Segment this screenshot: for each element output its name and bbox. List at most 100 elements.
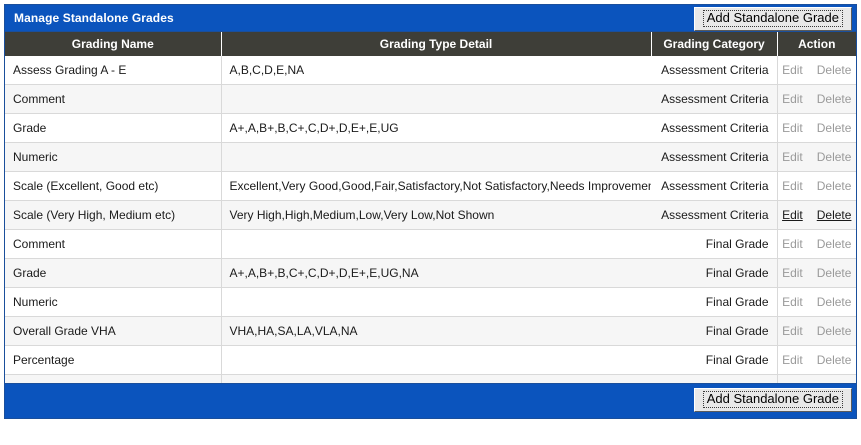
table-row: Grade A+,A,B+,B,C+,C,D+,D,E+,E,UG,NA Final… xyxy=(5,258,856,288)
action-links: Edit Delete xyxy=(782,295,852,309)
add-standalone-grade-button-top[interactable]: Add Standalone Grade xyxy=(693,7,852,31)
cell-grading-name: Overall Grade VHA xyxy=(5,316,222,346)
delete-link: Delete xyxy=(816,353,852,367)
action-links: Edit Delete xyxy=(782,353,852,367)
cell-grading-category: Assessment Criteria xyxy=(651,200,777,230)
cell-grading-category: Final Grade xyxy=(651,229,777,259)
cell-grading-category: Assessment Criteria xyxy=(651,171,777,201)
table-row: Percentage Final Grade Edit Delete xyxy=(5,345,856,375)
cell-grading-category: Assessment Criteria xyxy=(651,113,777,143)
column-header-action: Action xyxy=(777,32,856,56)
add-standalone-grade-label-top: Add Standalone Grade xyxy=(702,10,843,27)
cell-action: Edit Delete xyxy=(776,171,856,201)
action-links: Edit Delete xyxy=(782,150,852,164)
edit-link: Edit xyxy=(782,324,803,338)
grades-table-body: Assess Grading A - E A,B,C,D,E,NA Assessme… xyxy=(5,56,856,383)
delete-link: Delete xyxy=(816,121,852,135)
table-row: Numeric Final Grade Edit Delete xyxy=(5,287,856,317)
cell-grading-type-detail: A+,A,B+,B,C+,C,D+,D,E+,E,UG,NA xyxy=(221,258,651,288)
edit-link: Edit xyxy=(782,150,803,164)
delete-link: Delete xyxy=(816,150,852,164)
bottom-add-button-wrap: Add Standalone Grade xyxy=(693,388,852,412)
cell-grading-type-detail: Excellent,Very Good,Good,Fair,Satisfacto… xyxy=(221,171,651,201)
cell-action: Edit Delete xyxy=(776,316,856,346)
cell-grading-name: Percentage xyxy=(5,345,222,375)
table-row: Overall Grade VHA VHA,HA,SA,LA,VLA,NA Fina… xyxy=(5,316,856,346)
cell-grading-category: Final Grade xyxy=(651,258,777,288)
cell-grading-name: Comment xyxy=(5,229,222,259)
column-header-grading-type-detail: Grading Type Detail xyxy=(221,32,652,56)
action-links: Edit Delete xyxy=(782,63,852,77)
page-title: Manage Standalone Grades xyxy=(14,11,174,25)
action-links: Edit Delete xyxy=(782,266,852,280)
edit-link: Edit xyxy=(782,237,803,251)
edit-link: Edit xyxy=(782,121,803,135)
edit-link[interactable]: Edit xyxy=(782,382,803,383)
delete-link: Delete xyxy=(816,63,852,77)
action-links: Edit Delete xyxy=(782,237,852,251)
delete-link: Delete xyxy=(816,266,852,280)
grades-table-header-row: Grading Name Grading Type Detail Grading… xyxy=(5,32,856,56)
add-standalone-grade-label-bottom: Add Standalone Grade xyxy=(702,391,843,408)
cell-grading-type-detail: VHA,HA,SA,LA,VLA,NA xyxy=(221,316,651,346)
cell-grading-name: Comment xyxy=(5,84,222,114)
cell-grading-type-detail: A,B,C,D,E,NA xyxy=(221,56,651,85)
table-row: ScaleExcellent,Very Good,Good,Fair,Satis… xyxy=(5,374,856,383)
column-header-grading-name: Grading Name xyxy=(5,32,222,56)
cell-grading-name: Grade xyxy=(5,113,222,143)
delete-link[interactable]: Delete xyxy=(816,208,852,222)
action-links: Edit Delete xyxy=(782,92,852,106)
cell-grading-name: Numeric xyxy=(5,287,222,317)
edit-link: Edit xyxy=(782,179,803,193)
top-add-button-wrap: Add Standalone Grade xyxy=(693,7,852,31)
cell-grading-category: Final Grade xyxy=(651,345,777,375)
cell-grading-category: Final Grade xyxy=(651,287,777,317)
panel-footer-bar: Add Standalone Grade xyxy=(5,383,856,418)
edit-link: Edit xyxy=(782,295,803,309)
cell-grading-category: Assessment Criteria xyxy=(651,56,777,85)
delete-link: Delete xyxy=(816,179,852,193)
cell-action: Edit Delete xyxy=(776,287,856,317)
cell-grading-category: Final Grade xyxy=(651,374,777,383)
table-row: Scale (Very High, Medium etc) Very High,H… xyxy=(5,200,856,230)
table-row: Scale (Excellent, Good etc) Excellent,Ver… xyxy=(5,171,856,201)
action-links: Edit Delete xyxy=(782,179,852,193)
add-standalone-grade-button-bottom[interactable]: Add Standalone Grade xyxy=(693,388,852,412)
action-links: Edit Delete xyxy=(782,121,852,135)
edit-link: Edit xyxy=(782,63,803,77)
cell-grading-type-detail: A+,A,B+,B,C+,C,D+,D,E+,E,UG xyxy=(221,113,651,143)
delete-link: Delete xyxy=(816,237,852,251)
cell-grading-category: Assessment Criteria xyxy=(651,84,777,114)
cell-grading-name: Scale xyxy=(5,374,222,383)
grades-table: Grading Name Grading Type Detail Grading… xyxy=(5,32,856,383)
cell-action: Edit Delete xyxy=(776,229,856,259)
cell-grading-name: Grade xyxy=(5,258,222,288)
cell-action: Edit Delete xyxy=(776,345,856,375)
cell-grading-name: Scale (Excellent, Good etc) xyxy=(5,171,222,201)
cell-action: Edit Delete xyxy=(776,258,856,288)
cell-grading-category: Final Grade xyxy=(651,316,777,346)
cell-grading-name: Numeric xyxy=(5,142,222,172)
manage-standalone-grades-panel: Manage Standalone Grades Add Standalone … xyxy=(4,4,857,419)
action-links: Edit Delete xyxy=(782,324,851,338)
delete-link[interactable]: Delete xyxy=(817,382,852,383)
table-row: Assess Grading A - E A,B,C,D,E,NA Assessme… xyxy=(5,56,856,85)
column-header-grading-category: Grading Category xyxy=(651,32,778,56)
cell-action: Edit Delete xyxy=(776,56,856,85)
action-links: Edit Delete xyxy=(782,208,852,222)
edit-link[interactable]: Edit xyxy=(782,208,803,222)
delete-link: Delete xyxy=(816,295,852,309)
cell-grading-name: Scale (Very High, Medium etc) xyxy=(5,200,222,230)
grades-table-scroll: Grading Name Grading Type Detail Grading… xyxy=(5,32,856,383)
cell-grading-category: Assessment Criteria xyxy=(651,142,777,172)
cell-action: Edit Delete xyxy=(776,374,856,383)
grades-table-head: Grading Name Grading Type Detail Grading… xyxy=(5,32,856,56)
delete-link: Delete xyxy=(816,92,852,106)
action-links: Edit Delete xyxy=(782,382,852,383)
cell-grading-type-detail xyxy=(221,229,651,259)
cell-grading-type-detail xyxy=(221,345,651,375)
table-row: Grade A+,A,B+,B,C+,C,D+,D,E+,E,UG Assessme… xyxy=(5,113,856,143)
edit-link: Edit xyxy=(782,353,803,367)
cell-grading-type-detail: Very High,High,Medium,Low,Very Low,Not S… xyxy=(221,200,651,230)
cell-grading-type-detail xyxy=(221,84,651,114)
